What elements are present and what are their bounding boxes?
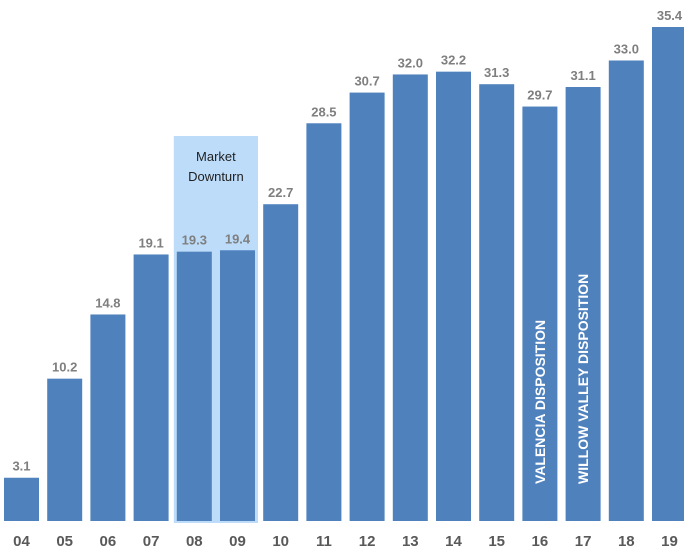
bar-19 xyxy=(652,27,684,521)
value-label-19: 35.4 xyxy=(657,8,683,23)
bar-11 xyxy=(306,123,342,521)
x-tick-label-18: 18 xyxy=(618,533,635,550)
x-axis-ticks-layer: 04 05 06 07 08 09 10 11 12 13 14 15 16 17 18 19 xyxy=(13,533,678,550)
bar-annotation-16: VALENCIA DISPOSITION xyxy=(532,320,548,484)
x-tick-label-16: 16 xyxy=(532,533,549,550)
x-tick-label-05: 05 xyxy=(56,533,73,550)
value-label-13: 32.0 xyxy=(398,55,423,70)
x-tick-label-08: 08 xyxy=(186,533,203,550)
bar-12 xyxy=(349,92,385,521)
value-label-08: 19.3 xyxy=(182,233,207,248)
value-label-04: 3.1 xyxy=(12,459,30,474)
value-label-06: 14.8 xyxy=(95,295,120,310)
bar-17 xyxy=(565,87,601,522)
x-tick-label-14: 14 xyxy=(445,533,462,550)
x-tick-label-06: 06 xyxy=(100,533,117,550)
value-label-12: 30.7 xyxy=(354,74,379,89)
x-tick-label-07: 07 xyxy=(143,533,160,550)
value-label-07: 19.1 xyxy=(138,235,163,250)
x-tick-label-12: 12 xyxy=(359,533,376,550)
bar-16 xyxy=(522,106,558,522)
value-label-11: 28.5 xyxy=(311,104,336,119)
bar-07 xyxy=(133,254,169,522)
bar-13 xyxy=(392,74,428,522)
bar-04 xyxy=(4,477,39,521)
x-tick-label-15: 15 xyxy=(488,533,505,550)
value-label-10: 22.7 xyxy=(268,185,293,200)
x-tick-label-11: 11 xyxy=(316,533,332,550)
x-tick-label-13: 13 xyxy=(402,533,419,550)
x-tick-label-09: 09 xyxy=(229,533,246,550)
highlight-region-label: Downturn xyxy=(188,169,244,184)
x-tick-label-17: 17 xyxy=(575,533,592,550)
bar-18 xyxy=(608,60,644,522)
bar-annotation-17: WILLOW VALLEY DISPOSITION xyxy=(575,274,591,484)
x-tick-label-19: 19 xyxy=(661,533,678,550)
value-label-14: 32.2 xyxy=(441,53,466,68)
bar-14 xyxy=(436,71,471,521)
bar-15 xyxy=(479,84,515,521)
x-tick-label-04: 04 xyxy=(13,533,30,550)
value-label-17: 31.1 xyxy=(570,68,595,83)
annotations-layer: VALENCIA DISPOSITION WILLOW VALLEY DISPOS… xyxy=(532,274,591,484)
value-label-16: 29.7 xyxy=(527,88,552,103)
bar-10 xyxy=(263,204,299,521)
value-labels-layer: 3.1 10.2 14.8 19.1 19.3 19.4 22.7 28.5 30.7 32.0 3… xyxy=(12,8,682,474)
value-label-09: 19.4 xyxy=(225,231,251,246)
value-label-05: 10.2 xyxy=(52,360,77,375)
bar-06 xyxy=(90,314,126,521)
bar-08 xyxy=(176,251,212,522)
x-tick-label-10: 10 xyxy=(272,533,289,550)
bar-09 xyxy=(220,250,255,521)
bars-layer xyxy=(4,27,684,522)
value-label-15: 31.3 xyxy=(484,65,509,80)
highlight-region-label: Market xyxy=(196,149,236,164)
bar-05 xyxy=(47,378,83,521)
value-label-18: 33.0 xyxy=(614,41,639,56)
